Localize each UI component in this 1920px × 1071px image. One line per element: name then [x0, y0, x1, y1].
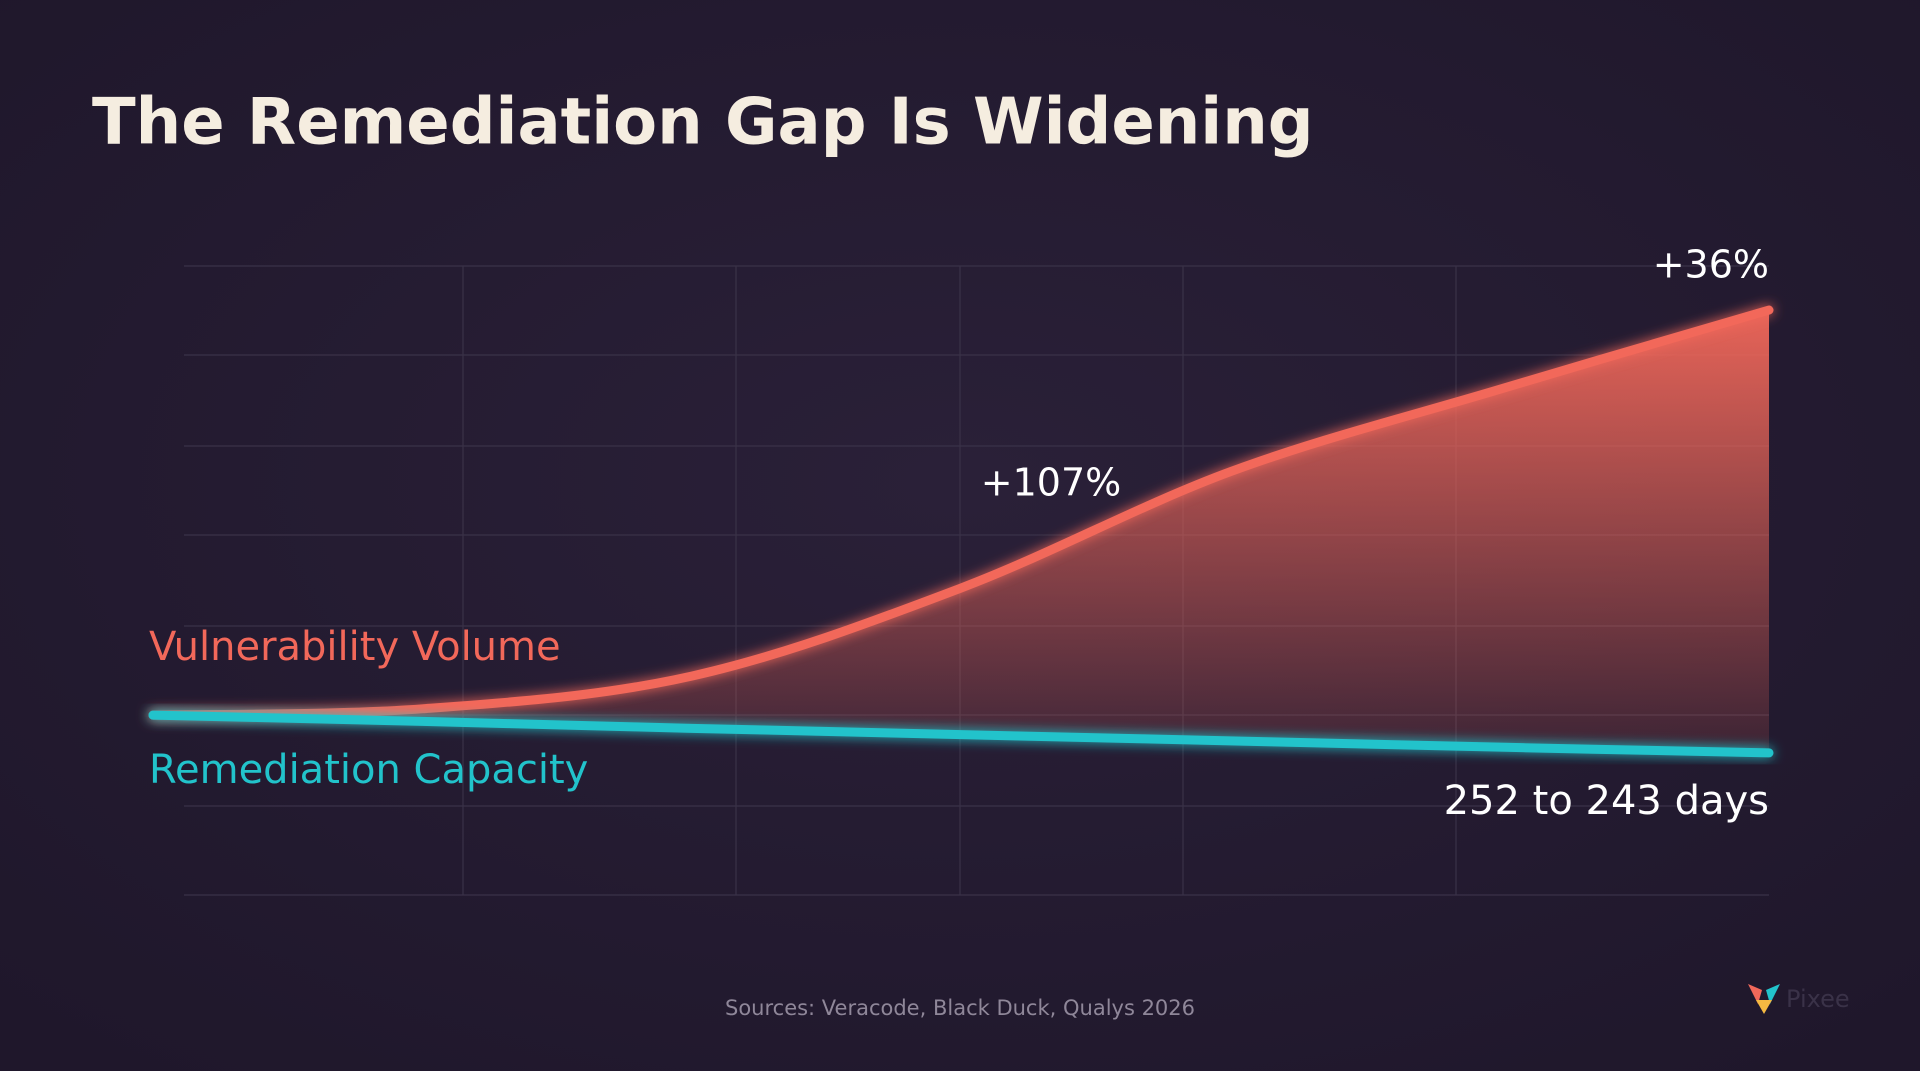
chart-title: The Remediation Gap Is Widening [92, 86, 1314, 160]
plot [148, 305, 1774, 758]
logo-icon [1756, 1000, 1772, 1014]
series-label: Vulnerability Volume [149, 624, 561, 670]
grid [184, 265, 1769, 896]
series-label: Remediation Capacity [149, 747, 588, 793]
gap-area [153, 310, 1769, 753]
series-line [148, 305, 1774, 720]
logo-icon [1766, 984, 1780, 1004]
logo: Pixee [1748, 984, 1850, 1014]
annotation: +36% [1653, 243, 1769, 287]
source-note: Sources: Veracode, Black Duck, Qualys 20… [725, 996, 1195, 1020]
series-line [148, 710, 1774, 758]
logo-text: Pixee [1786, 985, 1850, 1013]
annotation: +107% [981, 461, 1121, 505]
annotation: 252 to 243 days [1444, 778, 1769, 824]
logo-icon [1748, 984, 1762, 1004]
